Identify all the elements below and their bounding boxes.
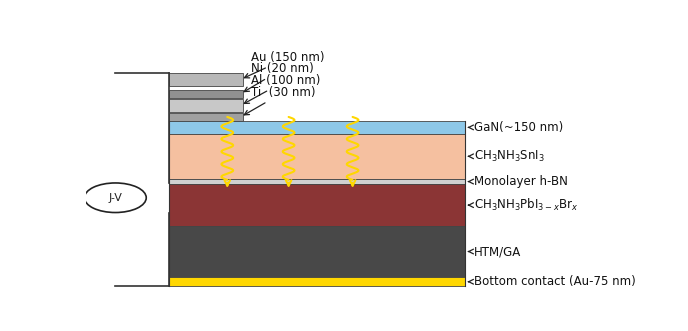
Text: Ti  (30 nm): Ti (30 nm) xyxy=(244,86,316,115)
Bar xyxy=(169,99,244,112)
Bar xyxy=(169,277,464,286)
Bar xyxy=(169,90,244,98)
Text: GaN(~150 nm): GaN(~150 nm) xyxy=(469,121,563,134)
Text: Bottom contact (Au-75 nm): Bottom contact (Au-75 nm) xyxy=(469,275,636,288)
Text: Au (150 nm): Au (150 nm) xyxy=(244,51,325,78)
Bar xyxy=(169,226,464,277)
Bar xyxy=(169,121,464,134)
Text: HTM/GA: HTM/GA xyxy=(469,245,522,258)
Text: CH$_3$NH$_3$SnI$_3$: CH$_3$NH$_3$SnI$_3$ xyxy=(469,149,545,164)
Text: J-V: J-V xyxy=(109,193,122,203)
Bar xyxy=(169,184,464,226)
Text: CH$_3$NH$_3$PbI$_{3-x}$Br$_x$: CH$_3$NH$_3$PbI$_{3-x}$Br$_x$ xyxy=(469,197,579,213)
Text: Monolayer h-BN: Monolayer h-BN xyxy=(469,175,568,188)
Text: Ni (20 nm): Ni (20 nm) xyxy=(244,62,314,92)
Bar xyxy=(169,179,464,184)
Text: Al (100 nm): Al (100 nm) xyxy=(244,74,321,104)
Bar xyxy=(169,113,244,121)
Bar xyxy=(169,134,464,179)
Bar xyxy=(169,73,244,86)
